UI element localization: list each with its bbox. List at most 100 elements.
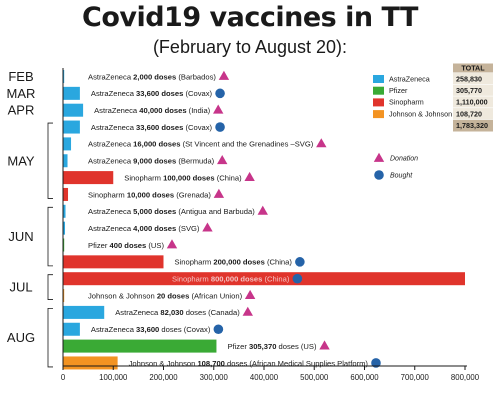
month-label-mar: MAR <box>7 86 36 101</box>
bar-label-doses: 2,000 doses <box>133 72 176 81</box>
bar-label-source: (Barbados) <box>176 72 216 81</box>
bar-label-source: (India) <box>187 106 211 115</box>
bar-4 <box>63 137 72 151</box>
donation-marker-16 <box>319 340 330 350</box>
bar-label-doses: 305,370 <box>249 342 276 351</box>
bar-label-vaccine: Pfizer <box>88 241 110 250</box>
legend-total-cell-0 <box>453 73 493 85</box>
bar-6 <box>63 171 114 185</box>
legend-donation-icon <box>373 152 385 162</box>
donation-marker-8 <box>257 205 268 215</box>
bar-label-vaccine: AstraZeneca <box>91 123 136 132</box>
bar-label-vaccine: AstraZeneca <box>91 325 136 334</box>
x-tick-label-0: 0 <box>61 373 66 382</box>
legend-name-3: Johnson & Johnson <box>389 109 452 118</box>
bar-label-doses: 40,000 doses <box>139 106 186 115</box>
bar-label-vaccine: AstraZeneca <box>115 308 160 317</box>
legend-swatch-3 <box>373 110 384 119</box>
bar-0 <box>63 70 65 83</box>
bar-label-vaccine: AstraZeneca <box>88 207 133 216</box>
x-tick-label-4: 400,000 <box>250 373 279 382</box>
donation-marker-9 <box>202 222 213 232</box>
month-bracket-jun <box>47 206 53 267</box>
donation-marker-13 <box>244 289 256 299</box>
bar-label-vaccine: Johnson & Johnson <box>88 291 157 300</box>
bar-label-source: (China) <box>265 258 292 267</box>
bar-9 <box>63 221 66 235</box>
bar-label-doses: 33,600 <box>136 325 159 334</box>
bar-label-17: Johnson & Johnson 108,700 doses (African… <box>129 359 369 368</box>
bar-label-16: Pfizer 305,370 doses (US) <box>227 342 317 351</box>
bar-11 <box>63 255 164 269</box>
bar-label-vaccine: Pfizer <box>227 342 249 351</box>
legend-bought-icon <box>374 170 384 180</box>
bar-label-0: AstraZeneca 2,000 doses (Barbados) <box>88 72 216 81</box>
month-label-apr: APR <box>8 103 35 118</box>
donation-marker-4 <box>316 138 327 148</box>
bar-label-vaccine: AstraZeneca <box>88 140 133 149</box>
bar-label-12: Sinopharm 800,000 doses (China) <box>172 275 290 284</box>
bought-marker-11 <box>295 257 305 267</box>
bar-label-8: AstraZeneca 5,000 doses (Antigua and Bar… <box>88 207 255 216</box>
legend-total-cell-3 <box>453 108 493 120</box>
bar-label-vaccine: Sinopharm <box>175 258 214 267</box>
bar-17 <box>63 356 118 370</box>
bar-label-vaccine: AstraZeneca <box>88 224 133 233</box>
bar-8 <box>63 204 66 218</box>
month-label-jul: JUL <box>9 280 32 295</box>
bar-label-source: doses (Canada) <box>184 308 241 317</box>
legend-grand-total-bg <box>453 119 493 132</box>
bar-3 <box>63 120 80 134</box>
legend-grand-total: 1,783,320 <box>456 121 488 130</box>
x-tick-label-1: 100,000 <box>99 373 128 382</box>
bar-label-vaccine: Johnson & Johnson <box>129 359 198 368</box>
bar-label-source: (China) <box>262 275 289 284</box>
bar-label-doses: 20 doses <box>157 291 190 300</box>
bought-marker-15 <box>213 324 224 335</box>
bar-label-doses: 800,000 doses <box>211 275 263 284</box>
bar-label-doses: 82,030 <box>160 308 183 317</box>
bar-label-source: doses (Covax) <box>159 325 211 334</box>
donation-marker-0 <box>218 70 230 80</box>
bar-label-vaccine: AstraZeneca <box>88 72 133 81</box>
bar-label-doses: 4,000 doses <box>133 224 176 233</box>
legend-total-cell-1 <box>453 84 493 96</box>
bar-1 <box>63 86 80 100</box>
bar-label-13: Johnson & Johnson 20 doses (African Unio… <box>88 291 243 300</box>
bought-marker-1 <box>215 88 225 99</box>
bar-label-doses: 200,000 doses <box>213 258 265 267</box>
legend-total-3: 108,720 <box>456 109 482 118</box>
bar-2 <box>63 103 84 117</box>
bar-label-11: Sinopharm 200,000 doses (China) <box>175 258 293 267</box>
month-bracket-aug <box>47 308 53 368</box>
month-label-feb: FEB <box>8 69 33 84</box>
bar-7 <box>63 187 69 201</box>
bar-label-vaccine: AstraZeneca <box>91 89 136 98</box>
x-tick-label-5: 500,000 <box>300 373 329 382</box>
bar-label-vaccine: Sinopharm <box>172 275 211 284</box>
month-bracket-jul <box>47 274 53 300</box>
month-label-aug: AUG <box>7 330 35 345</box>
bar-label-source: (African Union) <box>189 291 242 300</box>
bar-label-doses: 9,000 doses <box>133 157 176 166</box>
chart-subtitle: (February to August 20): <box>152 37 348 57</box>
bar-5 <box>63 154 68 168</box>
bar-label-doses: 100,000 doses <box>163 173 215 182</box>
legend-marker-donation: Donation <box>390 156 418 163</box>
bar-label-4: AstraZeneca 16,000 doses (St Vincent and… <box>88 140 314 149</box>
bar-label-vaccine: AstraZeneca <box>88 157 133 166</box>
legend-name-0: AstraZeneca <box>389 74 430 83</box>
donation-marker-5 <box>217 155 228 165</box>
x-tick-label-3: 300,000 <box>200 373 229 382</box>
legend-swatch-2 <box>373 98 384 107</box>
legend-total-1: 305,770 <box>456 86 482 95</box>
legend-swatch-1 <box>373 86 384 95</box>
legend-name-1: Pfizer <box>389 86 408 95</box>
bar-label-vaccine: Sinopharm <box>88 190 127 199</box>
bar-label-9: AstraZeneca 4,000 doses (SVG) <box>88 224 200 233</box>
month-label-may: MAY <box>7 153 35 168</box>
bar-13 <box>63 289 65 303</box>
bar-label-source: doses (African Medical Supplies Platform… <box>225 359 369 368</box>
bar-label-2: AstraZeneca 40,000 doses (India) <box>94 106 211 115</box>
